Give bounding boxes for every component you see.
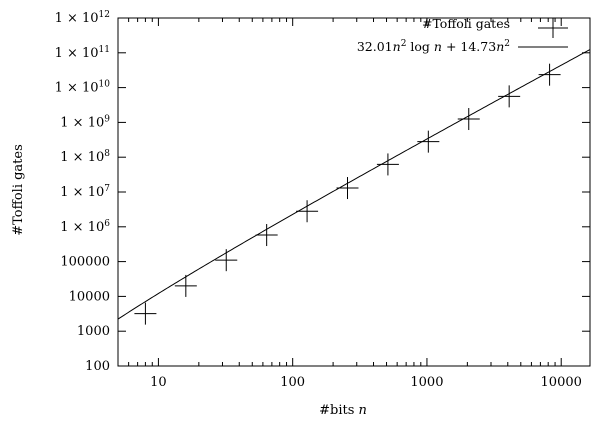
y-tick-label: 1 × 107 [60,184,110,200]
y-tick-label: 1 × 108 [60,149,110,165]
data-point-plus [538,63,561,86]
series-layer [117,49,591,325]
y-tick-label: 100 [85,359,110,374]
y-tick-label: 1 × 1010 [55,80,111,96]
legend-label-points: #Toffoli gates [422,16,510,31]
data-point-plus [255,224,278,247]
x-tick-label: 1000 [410,375,443,390]
fit-curve [117,49,591,320]
plot-frame [117,17,591,367]
plot-area [117,17,591,367]
y-tick-label: 1 × 106 [60,219,110,235]
y-tick-label: 1000 [77,324,110,339]
y-axis-ticks: 100 1000 10000 100000 1 × 106 1 × 107 1 × 108 1… [55,10,590,374]
data-point-plus [417,130,440,153]
x-tick-label: 10 [150,375,167,390]
legend-marker-plus [538,18,568,38]
data-point-plus [457,108,480,131]
data-point-plus [174,274,197,297]
x-tick-label: 10000 [541,375,582,390]
data-point-plus [134,302,157,325]
x-axis-label: #bits n [319,403,367,418]
y-tick-label: 1 × 109 [60,114,110,130]
data-point-plus [498,85,521,108]
legend-label-fit-line: 32.01n2 log n + 14.73n2 [357,39,510,54]
y-tick-label: 100000 [60,255,110,270]
y-tick-label: 1 × 1012 [55,10,110,26]
x-tick-label: 100 [280,375,305,390]
data-point-plus [336,177,359,200]
data-point-plus [296,200,319,223]
legend: #Toffoli gates 32.01n2 log n + 14.73n2 [357,16,568,54]
y-tick-label: 1 × 1011 [55,45,110,61]
y-axis-label: #Toffoli gates [11,144,26,236]
x-axis-ticks: 10 100 1000 10000 [117,18,582,390]
y-tick-label: 10000 [69,289,110,304]
